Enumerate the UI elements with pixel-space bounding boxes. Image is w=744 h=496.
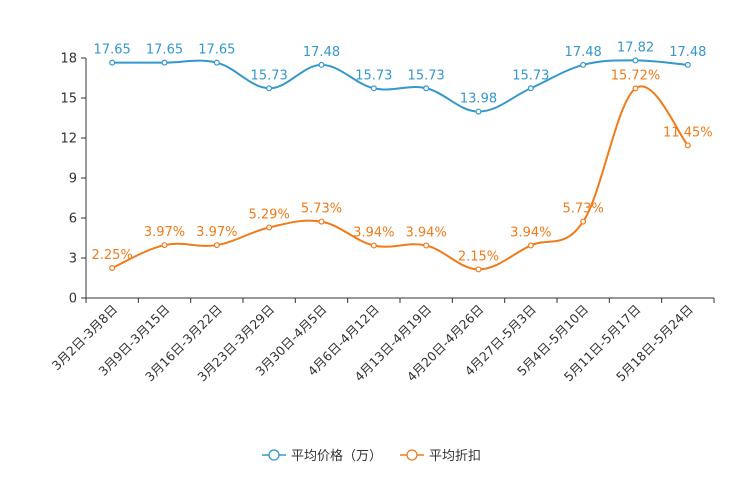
data-label: 5.29% (249, 207, 290, 222)
y-tick-label: 15 (60, 92, 77, 107)
data-point[interactable] (370, 85, 377, 92)
data-label: 17.48 (303, 45, 340, 60)
y-tick-label: 18 (60, 52, 77, 67)
data-point[interactable] (213, 59, 220, 66)
data-label: 3.97% (196, 225, 237, 240)
data-label: 3.94% (406, 225, 447, 240)
data-point[interactable] (423, 85, 430, 92)
legend[interactable]: 平均价格（万） 平均折扣 (262, 448, 481, 464)
legend-label: 平均价格（万） (291, 448, 382, 464)
series-line (112, 59, 688, 113)
data-label: 17.48 (565, 45, 602, 60)
data-point[interactable] (318, 218, 325, 225)
series-0: 17.65 17.65 17.65 15.73 17.48 15.73 15.73 13.98… (94, 40, 706, 115)
data-point[interactable] (580, 218, 587, 225)
y-tick-label: 3 (69, 252, 77, 267)
data-label: 5.73% (563, 202, 604, 217)
data-point[interactable] (266, 85, 273, 92)
data-label: 15.73 (251, 68, 288, 83)
data-label: 3.94% (510, 225, 551, 240)
data-label: 17.65 (94, 43, 131, 58)
data-point[interactable] (423, 242, 430, 249)
y-tick-label: 6 (69, 212, 77, 227)
data-point[interactable] (684, 61, 691, 68)
data-point[interactable] (161, 59, 168, 66)
legend-item-1[interactable]: 平均折扣 (400, 449, 481, 464)
data-label: 11.45% (663, 125, 713, 140)
data-point[interactable] (266, 224, 273, 231)
legend-marker-icon (406, 449, 418, 461)
data-label: 2.15% (458, 249, 499, 264)
legend-marker-icon (268, 449, 280, 461)
data-point[interactable] (475, 108, 482, 115)
data-label: 17.65 (146, 43, 183, 58)
data-point[interactable] (109, 59, 116, 66)
data-point[interactable] (580, 61, 587, 68)
data-point[interactable] (527, 85, 534, 92)
data-label: 2.25% (92, 248, 133, 263)
legend-label: 平均折扣 (429, 449, 481, 464)
data-label: 15.73 (408, 68, 445, 83)
data-label: 13.98 (460, 92, 497, 107)
data-label: 15.72% (611, 68, 661, 83)
data-point[interactable] (318, 61, 325, 68)
data-label: 3.97% (144, 225, 185, 240)
y-tick-label: 0 (69, 292, 77, 307)
data-point[interactable] (475, 266, 482, 273)
data-label: 5.73% (301, 202, 342, 217)
data-point[interactable] (632, 57, 639, 64)
series-line (111, 85, 689, 271)
data-label: 3.94% (353, 225, 394, 240)
data-point[interactable] (370, 242, 377, 249)
series-layer: 17.65 17.65 17.65 15.73 17.48 15.73 15.73 13.98… (92, 40, 713, 273)
data-point[interactable] (632, 85, 639, 92)
axes: 03691215183月2日-3月8日3月9日-3月15日3月16日-3月22日… (49, 52, 715, 384)
data-point[interactable] (161, 242, 168, 249)
series-1: 2.25% 3.97% 3.97% 5.29% 5.73% 3.94% 3.94% 2.15%… (92, 68, 713, 273)
data-point[interactable] (109, 265, 116, 272)
data-point[interactable] (527, 242, 534, 249)
y-tick-label: 12 (60, 132, 77, 147)
legend-item-0[interactable]: 平均价格（万） (262, 448, 382, 464)
data-point[interactable] (213, 242, 220, 249)
data-label: 17.48 (669, 45, 706, 60)
data-label: 17.65 (198, 43, 235, 58)
data-label: 17.82 (617, 40, 654, 55)
y-tick-label: 9 (69, 172, 77, 187)
data-label: 15.73 (355, 68, 392, 83)
data-point[interactable] (684, 142, 691, 149)
data-label: 15.73 (512, 68, 549, 83)
